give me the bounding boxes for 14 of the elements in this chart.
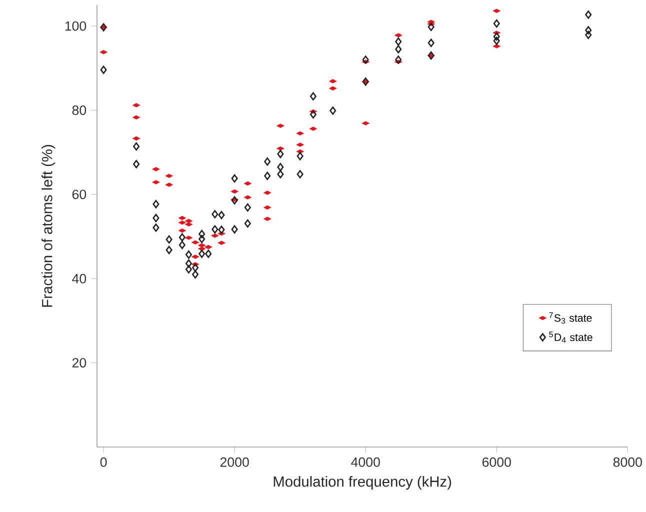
y-tick-label: 80 <box>72 106 86 115</box>
x-tick-label: 4000 <box>351 457 380 467</box>
y-tick-label: 100 <box>65 21 86 31</box>
x-tick-label: 2000 <box>220 457 249 467</box>
y-tick-label: 60 <box>72 190 86 200</box>
x-tick-label: 8000 <box>613 457 642 467</box>
legend-label: $^{7}$S$_{3}$ state <box>549 312 592 324</box>
x-tick-label: 6000 <box>482 457 511 467</box>
y-tick-label: 40 <box>72 274 86 284</box>
y-axis-title: Fraction of atoms left (%) <box>42 145 56 307</box>
legend-label: $^{5}$D$_{4}$ state <box>549 332 592 343</box>
x-tick-label: 0 <box>100 457 107 467</box>
y-tick-label: 20 <box>72 358 86 368</box>
x-axis-title: Modulation frequency (kHz) <box>274 476 452 490</box>
